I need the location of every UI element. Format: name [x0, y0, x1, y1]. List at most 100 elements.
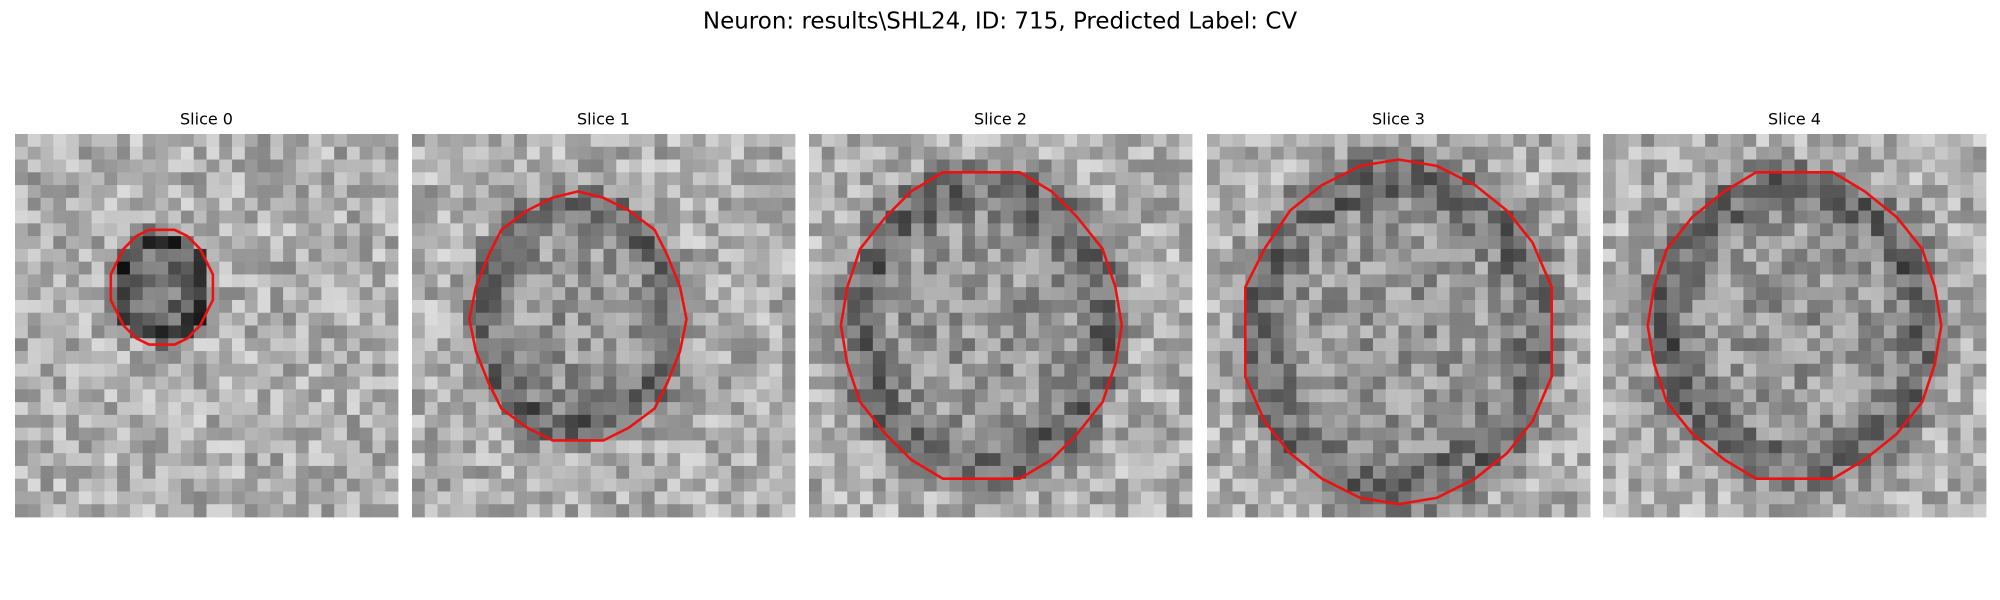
- pixel: [180, 402, 195, 416]
- pixel: [257, 478, 271, 492]
- pixel: [629, 159, 643, 173]
- pixel: [1654, 325, 1668, 339]
- pixel: [66, 172, 80, 186]
- pixel: [860, 185, 874, 199]
- pixel: [346, 465, 361, 480]
- pixel: [1000, 223, 1014, 237]
- pixel: [1411, 134, 1425, 148]
- pixel: [756, 185, 770, 199]
- pixel: [769, 236, 783, 250]
- pixel: [270, 172, 284, 186]
- pixel: [270, 185, 284, 199]
- pixel: [1283, 172, 1297, 186]
- pixel: [1947, 440, 1961, 454]
- pixel: [974, 287, 989, 301]
- pixel: [1871, 146, 1885, 160]
- pixel: [1947, 325, 1961, 339]
- pixel: [1296, 134, 1310, 148]
- pixel: [1296, 465, 1310, 480]
- pixel: [1424, 236, 1438, 250]
- pixel: [590, 172, 604, 186]
- pixel: [257, 248, 271, 263]
- pixel: [1115, 261, 1129, 275]
- pixel: [475, 197, 489, 211]
- pixel: [1500, 465, 1514, 480]
- pixel: [66, 146, 80, 160]
- pixel: [1705, 440, 1719, 454]
- pixel: [1756, 376, 1770, 390]
- pixel: [1820, 172, 1834, 186]
- pixel: [1679, 376, 1693, 390]
- pixel: [1871, 210, 1885, 224]
- pixel: [1820, 325, 1834, 339]
- pixel: [1064, 465, 1078, 480]
- pixel: [1166, 261, 1180, 275]
- pixel: [283, 325, 297, 339]
- pixel: [1424, 172, 1438, 186]
- pixel: [1909, 287, 1923, 301]
- pixel: [731, 363, 745, 377]
- pixel: [936, 210, 950, 224]
- pixel: [885, 134, 899, 148]
- pixel: [692, 376, 707, 390]
- pixel: [1038, 134, 1052, 148]
- pixel: [1270, 274, 1284, 288]
- pixel: [1526, 325, 1540, 339]
- pixel: [15, 465, 29, 480]
- pixel: [1705, 197, 1719, 211]
- pixel: [705, 427, 719, 441]
- pixel: [1603, 261, 1617, 275]
- pixel: [283, 389, 297, 403]
- pixel: [1385, 389, 1399, 403]
- pixel: [424, 376, 438, 390]
- pixel: [66, 389, 80, 403]
- pixel: [270, 491, 284, 505]
- pixel: [129, 504, 144, 518]
- pixel: [1883, 274, 1898, 288]
- pixel: [1654, 172, 1668, 186]
- pixel: [372, 210, 386, 224]
- pixel: [1603, 223, 1617, 237]
- pixel: [1551, 146, 1565, 160]
- pixel: [155, 146, 169, 160]
- pixel: [756, 159, 770, 173]
- pixel: [1026, 363, 1040, 377]
- pixel: [359, 261, 373, 275]
- pixel: [539, 312, 553, 326]
- pixel: [1166, 414, 1180, 429]
- pixel: [680, 491, 694, 505]
- pixel: [1232, 197, 1246, 211]
- pixel: [104, 172, 118, 186]
- pixel: [283, 299, 297, 314]
- pixel: [974, 427, 989, 441]
- pixel: [321, 134, 335, 148]
- pixel: [1051, 274, 1065, 288]
- pixel: [1922, 338, 1936, 352]
- pixel: [782, 504, 796, 518]
- pixel: [847, 185, 861, 199]
- pixel: [1845, 210, 1859, 224]
- pixel: [180, 478, 195, 492]
- pixel: [27, 491, 41, 505]
- pixel: [1871, 312, 1885, 326]
- pixel: [705, 351, 719, 365]
- pixel: [1309, 414, 1323, 429]
- pixel: [1462, 185, 1476, 199]
- pixel: [526, 287, 541, 301]
- pixel: [1666, 274, 1680, 288]
- pixel: [359, 159, 373, 173]
- pixel: [1411, 223, 1425, 237]
- pixel: [117, 389, 131, 403]
- pixel: [590, 453, 604, 467]
- pixel: [1832, 491, 1846, 505]
- pixel: [782, 185, 796, 199]
- pixel: [923, 440, 938, 454]
- pixel: [654, 223, 668, 237]
- pixel: [1730, 351, 1744, 365]
- pixel: [1219, 172, 1233, 186]
- pixel: [1564, 274, 1578, 288]
- pixel: [1730, 287, 1744, 301]
- pixel: [1960, 223, 1974, 237]
- pixel: [1705, 134, 1719, 148]
- pixel: [412, 197, 426, 211]
